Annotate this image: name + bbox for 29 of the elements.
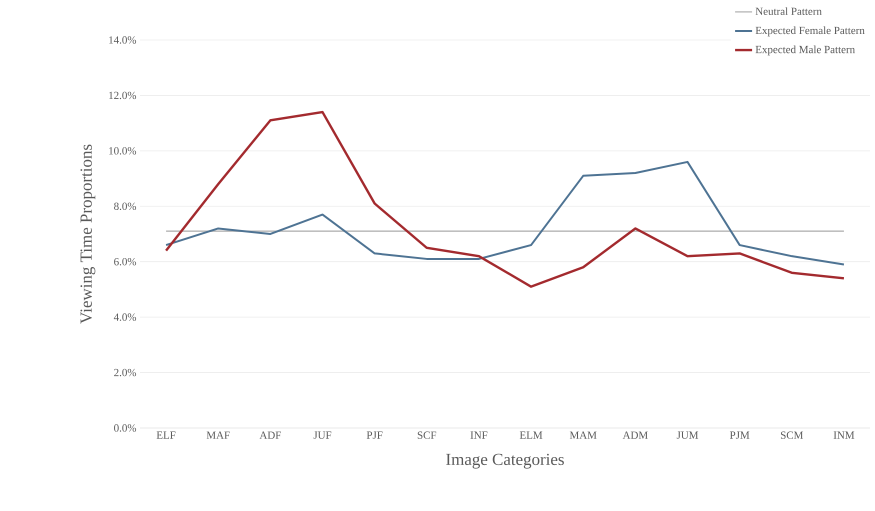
y-tick-label: 12.0% <box>109 92 136 100</box>
legend-label: Expected Female Pattern <box>756 26 865 36</box>
y-tick-label: 14.0% <box>109 36 136 44</box>
x-tick-label: SCM <box>780 432 804 439</box>
x-tick-label: JUF <box>314 432 332 439</box>
x-tick-label: PJM <box>730 432 750 439</box>
y-tick-label: 6.0% <box>114 258 136 266</box>
x-tick-label: ADF <box>260 432 281 439</box>
x-tick-label: INM <box>834 432 854 439</box>
y-tick-label: 0.0% <box>114 424 136 432</box>
x-tick-label: SCF <box>418 432 436 439</box>
x-tick-label: JUM <box>676 432 698 439</box>
x-tick-label: ELM <box>520 432 542 439</box>
x-tick-label: ELF <box>156 432 176 439</box>
line-series <box>164 110 846 288</box>
line-series <box>165 160 845 266</box>
y-tick-label: 4.0% <box>114 313 136 321</box>
legend-label: Neutral Pattern <box>756 7 822 16</box>
y-axis-title: Viewing Time Proportions <box>80 144 96 324</box>
x-tick-label: MAF <box>206 432 230 439</box>
x-tick-label: INF <box>470 432 488 439</box>
y-tick-label: 10.0% <box>109 147 136 155</box>
x-tick-label: MAM <box>570 432 597 439</box>
legend-label: Expected Male Pattern <box>756 45 855 56</box>
y-tick-label: 2.0% <box>114 368 136 376</box>
x-tick-label: ADM <box>622 432 648 439</box>
y-tick-label: 8.0% <box>114 202 136 210</box>
x-tick-label: PJF <box>366 432 382 439</box>
x-axis-title: Image Categories <box>446 454 564 469</box>
